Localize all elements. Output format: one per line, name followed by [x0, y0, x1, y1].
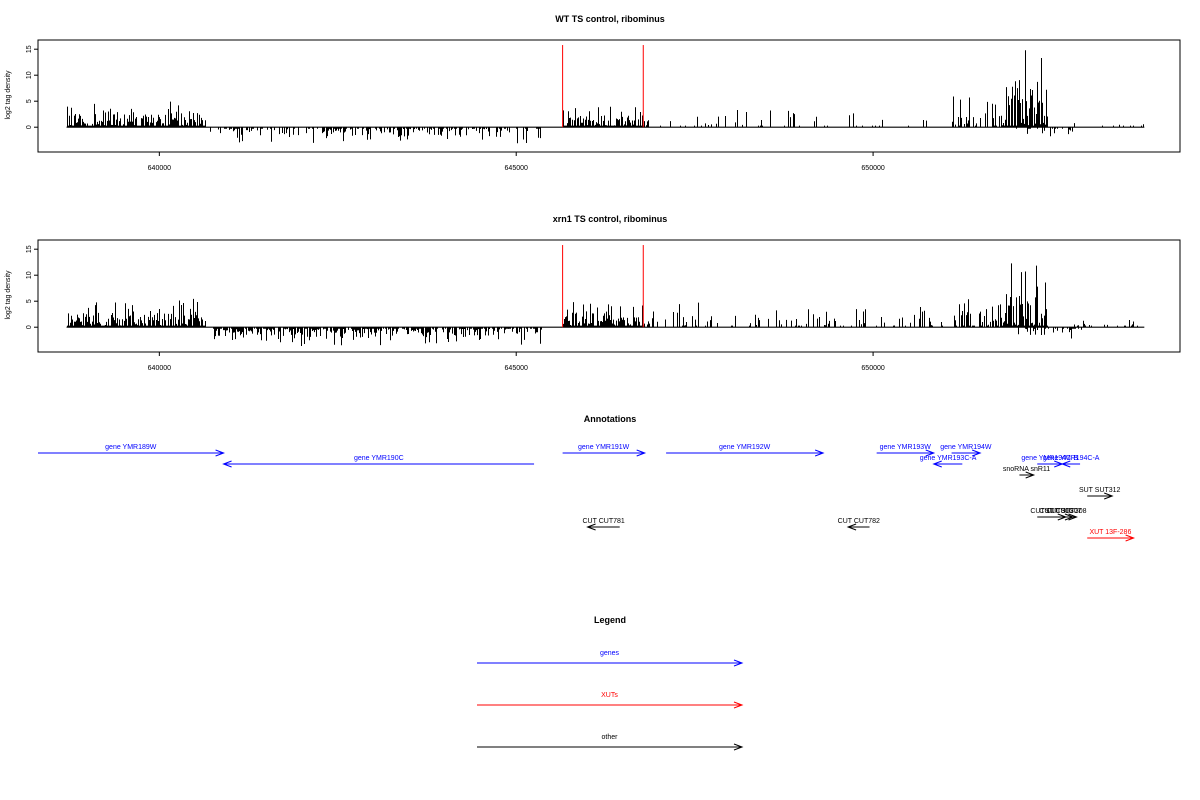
legend-arrow-head — [733, 743, 744, 751]
feature-label: gene YMR192W — [719, 444, 771, 451]
xrn1-y-axis-label: log2 tag density — [5, 270, 12, 320]
annotation-feature: gene YMR189W — [38, 444, 225, 457]
y-tick-label: 5 — [26, 99, 33, 103]
xrn1-plot-frame — [37, 239, 1181, 353]
feature-arrow-head — [925, 449, 936, 457]
y-tick-label: 10 — [26, 271, 33, 279]
x-tick-label: 645000 — [505, 365, 528, 372]
wt-axis-ticks: 0 5 10 15 640000 645000 650000 — [26, 45, 885, 172]
feature-arrow-head — [1025, 471, 1036, 479]
feature-label: CUT CUT782 — [838, 518, 880, 525]
annotation-feature: gene YMR193C-A — [920, 455, 977, 468]
legend-label: other — [602, 734, 619, 741]
feature-label: gene YMR194C-B — [1021, 455, 1078, 462]
y-tick-label: 15 — [26, 45, 33, 53]
y-tick-label: 0 — [26, 125, 33, 129]
x-tick-label: 645000 — [505, 165, 528, 172]
xrn1-track-panel: xrn1 TS control, ribominus log2 tag dens… — [5, 214, 1181, 372]
annotations-title: Annotations — [584, 414, 637, 424]
feature-arrow-head — [586, 523, 596, 531]
xrn1-density-bars — [66, 245, 1145, 346]
feature-arrow-head — [932, 460, 942, 468]
annotation-features: gene YMR189W gene YMR190C gene YMR191W gene… — [38, 444, 1136, 542]
legend-arrow-head — [733, 701, 744, 709]
annotation-feature: XUT 13F-286 — [1087, 529, 1136, 542]
feature-label: gene YMR193W — [880, 444, 932, 451]
feature-arrow-head — [1068, 513, 1078, 521]
y-tick-label: 10 — [26, 71, 33, 79]
annotation-feature: gene YMR194C-B — [1021, 455, 1078, 468]
feature-label: gene YMR194W — [940, 444, 992, 451]
feature-label: gene YMR191W — [578, 444, 630, 451]
legend-panel: Legend genes XUTs other — [477, 615, 744, 751]
annotation-feature: SUT SUT312 — [1079, 487, 1121, 500]
feature-label: snoRNA snR11 — [1003, 466, 1050, 473]
feature-label: gene YMR189W — [105, 444, 157, 451]
feature-label: gene YMR194C-A — [1043, 455, 1100, 462]
xrn1-axis-ticks: 0 5 10 15 640000 645000 650000 — [26, 245, 885, 372]
wt-plot-frame — [37, 39, 1181, 153]
legend-item: XUTs — [477, 692, 744, 709]
legend-items: genes XUTs other — [477, 650, 744, 751]
annotation-feature: SUT SUT308 — [1045, 508, 1087, 521]
feature-arrow-head — [1054, 460, 1064, 468]
feature-arrow-head — [636, 449, 647, 457]
legend-item: other — [477, 734, 744, 751]
wt-track-panel: WT TS control, ribominus log2 tag densit… — [5, 14, 1181, 172]
legend-label: genes — [600, 650, 620, 657]
annotation-feature: gene YMR192W — [666, 444, 825, 457]
x-tick-label: 650000 — [861, 165, 884, 172]
xrn1-track-title: xrn1 TS control, ribominus — [553, 214, 668, 224]
feature-arrow-head — [1125, 534, 1136, 542]
annotation-feature: gene YMR193W — [876, 444, 936, 457]
feature-label: CUT CUT307 — [1039, 508, 1081, 515]
feature-label: XUT 13F-286 — [1089, 529, 1131, 536]
feature-label: gene YMR190C — [354, 455, 404, 462]
wt-y-axis-label: log2 tag density — [5, 70, 12, 120]
legend-title: Legend — [594, 615, 626, 625]
legend-label: XUTs — [601, 692, 618, 699]
annotation-feature: gene YMR194W — [940, 444, 992, 457]
annotation-feature: gene YMR191W — [562, 444, 647, 457]
feature-label: SUT SUT308 — [1045, 508, 1087, 515]
wt-density-bars — [66, 45, 1145, 144]
feature-label: SUT SUT312 — [1079, 487, 1121, 494]
legend-item: genes — [477, 650, 744, 667]
feature-label: gene YMR193C-A — [920, 455, 977, 462]
feature-arrow-head — [971, 449, 982, 457]
annotation-feature: CUT CUT782 — [838, 518, 880, 531]
feature-arrow-head — [222, 460, 232, 468]
feature-arrow-head — [814, 449, 825, 457]
x-tick-label: 640000 — [148, 365, 171, 372]
annotation-feature: CUT CUT781 — [583, 518, 625, 531]
feature-label: CUT CUT306 — [1030, 508, 1072, 515]
annotation-feature: snoRNA snR11 — [1003, 466, 1050, 479]
x-tick-label: 640000 — [148, 165, 171, 172]
feature-arrow-head — [1104, 492, 1114, 500]
feature-arrow-head — [846, 523, 857, 531]
x-tick-label: 650000 — [861, 365, 884, 372]
wt-track-title: WT TS control, ribominus — [555, 14, 665, 24]
feature-label: CUT CUT781 — [583, 518, 625, 525]
y-tick-label: 5 — [26, 299, 33, 303]
legend-arrow-head — [733, 659, 744, 667]
annotation-feature: gene YMR190C — [222, 455, 535, 468]
y-tick-label: 15 — [26, 245, 33, 253]
feature-arrow-head — [215, 449, 225, 457]
y-tick-label: 0 — [26, 325, 33, 329]
